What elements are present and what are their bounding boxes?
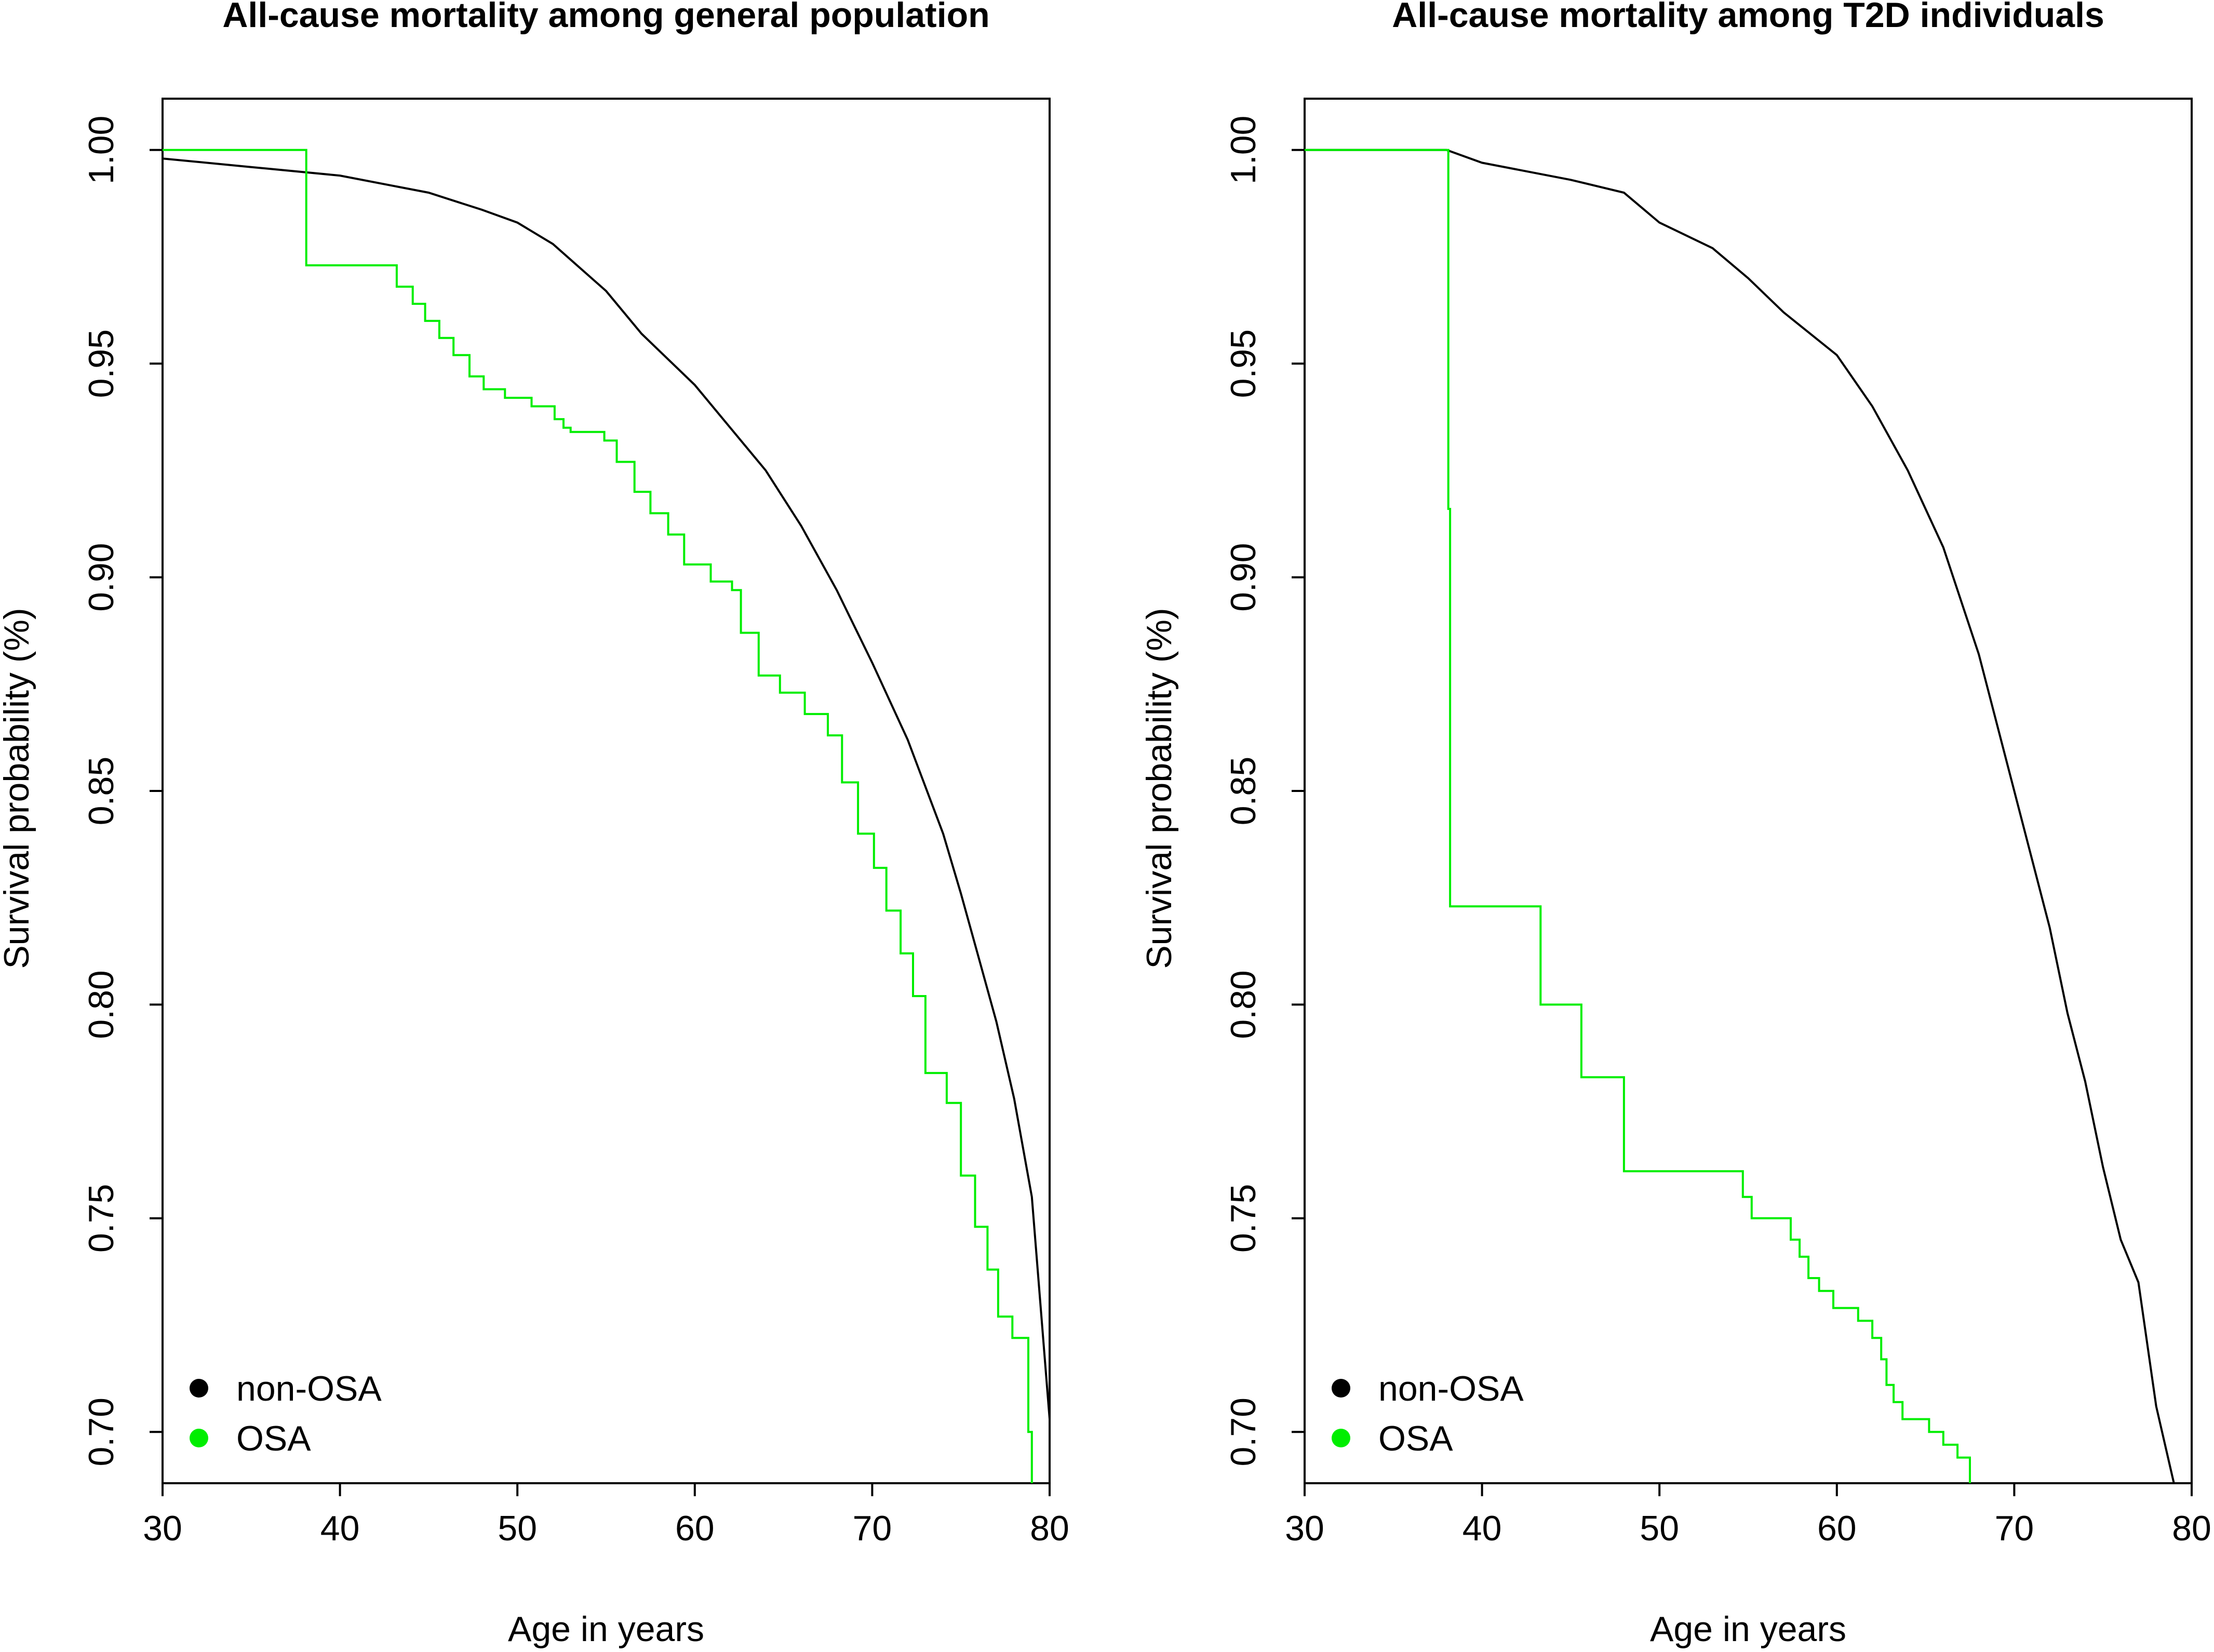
legend-marker-osa [190, 1429, 208, 1447]
x-tick-label: 60 [1817, 1509, 1857, 1548]
series-lines [162, 149, 1051, 1483]
x-tick-label: 60 [675, 1509, 715, 1548]
legend-label-osa: OSA [236, 1419, 311, 1458]
y-tick-label: 0.80 [82, 970, 121, 1039]
axis-ticks: 30 40 50 60 70 80 0.70 0.75 0.80 0.85 0.90 0.95 1.00 [82, 116, 1069, 1548]
y-tick-label: 0.80 [1224, 970, 1263, 1039]
y-tick-label: 0.95 [1224, 329, 1263, 398]
y-tick-label: 0.70 [82, 1398, 121, 1466]
legend-marker-osa [1332, 1429, 1350, 1447]
x-tick-label: 70 [1995, 1509, 2034, 1548]
series-lines [1305, 149, 2175, 1484]
legend-label-non-osa: non-OSA [1378, 1369, 1524, 1408]
axis-ticks: 30 40 50 60 70 80 0.70 0.75 0.80 0.85 0.90 0.95 1.00 [1224, 116, 2211, 1548]
y-tick-label: 0.90 [1224, 543, 1263, 611]
y-axis-label: Survival probability (%) [0, 608, 36, 969]
y-tick-label: 1.00 [82, 116, 121, 184]
x-tick-label: 80 [2172, 1509, 2211, 1548]
series-line-non-osa [162, 157, 1051, 1419]
x-tick-label: 50 [498, 1509, 537, 1548]
chart-panel-general-population: All-cause mortality among general popula… [0, 0, 1069, 1649]
x-axis-label: Age in years [1650, 1609, 1846, 1649]
legend-label-osa: OSA [1378, 1419, 1453, 1458]
x-tick-label: 80 [1030, 1509, 1069, 1548]
x-axis-label: Age in years [508, 1609, 704, 1649]
y-tick-label: 0.75 [82, 1184, 121, 1253]
x-tick-label: 70 [853, 1509, 892, 1548]
y-axis-label: Survival probability (%) [1139, 608, 1179, 969]
y-tick-label: 0.85 [1224, 757, 1263, 825]
chart-panel-t2d-individuals: All-cause mortality among T2D individual… [1139, 0, 2211, 1649]
series-line-non-osa [1305, 149, 2175, 1484]
x-tick-label: 40 [320, 1509, 360, 1548]
y-tick-label: 1.00 [1224, 116, 1263, 184]
chart-title: All-cause mortality among T2D individual… [1392, 0, 2104, 35]
x-tick-label: 30 [143, 1509, 182, 1548]
y-tick-label: 0.90 [82, 543, 121, 611]
legend-marker-non-osa [1332, 1379, 1350, 1398]
legend: non-OSA OSA [190, 1369, 382, 1458]
y-tick-label: 0.70 [1224, 1398, 1263, 1466]
legend: non-OSA OSA [1332, 1369, 1524, 1458]
chart-title: All-cause mortality among general popula… [222, 0, 989, 35]
series-line-osa [163, 149, 1033, 1483]
x-tick-label: 50 [1640, 1509, 1679, 1548]
x-tick-label: 40 [1462, 1509, 1502, 1548]
x-tick-label: 30 [1285, 1509, 1324, 1548]
legend-label-non-osa: non-OSA [236, 1369, 382, 1408]
series-line-osa [1305, 149, 1971, 1483]
legend-marker-non-osa [190, 1379, 208, 1398]
y-tick-label: 0.95 [82, 329, 121, 398]
y-tick-label: 0.75 [1224, 1184, 1263, 1253]
y-tick-label: 0.85 [82, 757, 121, 825]
